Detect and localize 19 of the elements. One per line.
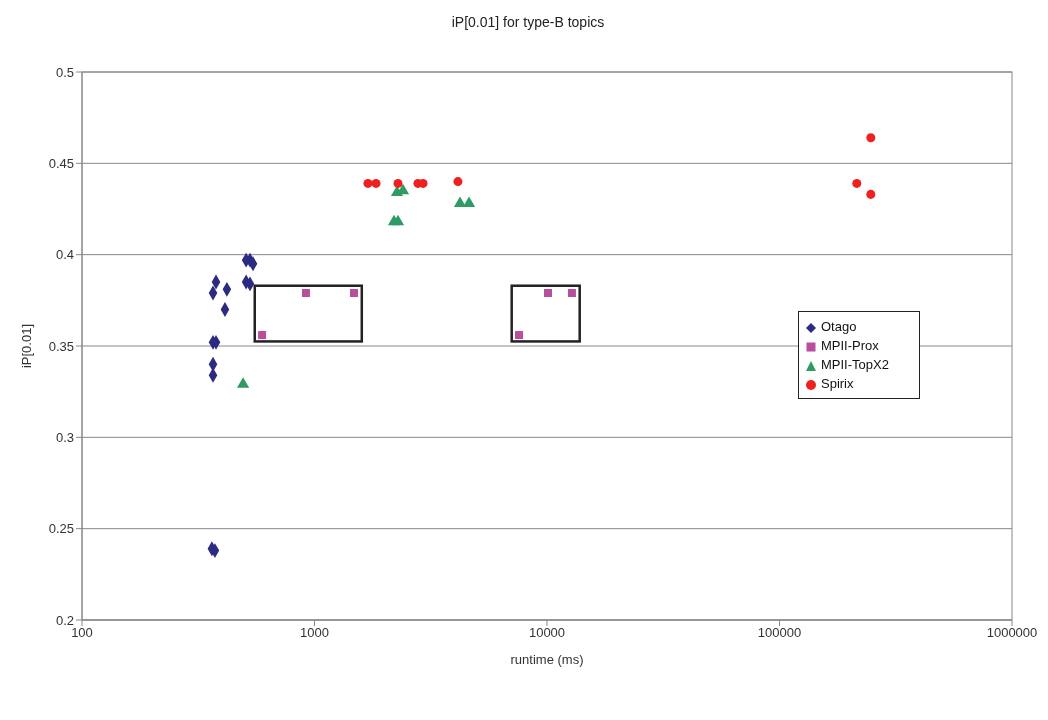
legend-label: Otago (821, 319, 857, 334)
y-tick-label: 0.25 (48, 521, 74, 537)
x-axis-title: runtime (ms) (510, 652, 584, 667)
y-tick-label: 0.45 (48, 155, 74, 171)
x-tick-label: 10000 (528, 625, 566, 641)
x-tick-label: 1000 (300, 625, 329, 641)
y-tick-label: 0.4 (55, 247, 74, 263)
legend-label: MPII-TopX2 (821, 357, 889, 372)
legend-label: MPII-Prox (821, 338, 879, 353)
x-tick-label: 1000000 (986, 625, 1038, 641)
y-tick-label: 0.5 (55, 64, 74, 80)
y-tick-label: 0.35 (48, 338, 74, 354)
legend-label: Spirix (821, 376, 854, 391)
y-axis-title: iP[0.01] (18, 323, 34, 369)
y-tick-label: 0.3 (55, 429, 74, 445)
x-tick-label: 100000 (757, 625, 802, 641)
y-tick-label: 0.2 (55, 612, 74, 628)
x-tick-label: 100 (71, 625, 93, 641)
chart-title: iP[0.01] for type-B topics (450, 14, 606, 30)
